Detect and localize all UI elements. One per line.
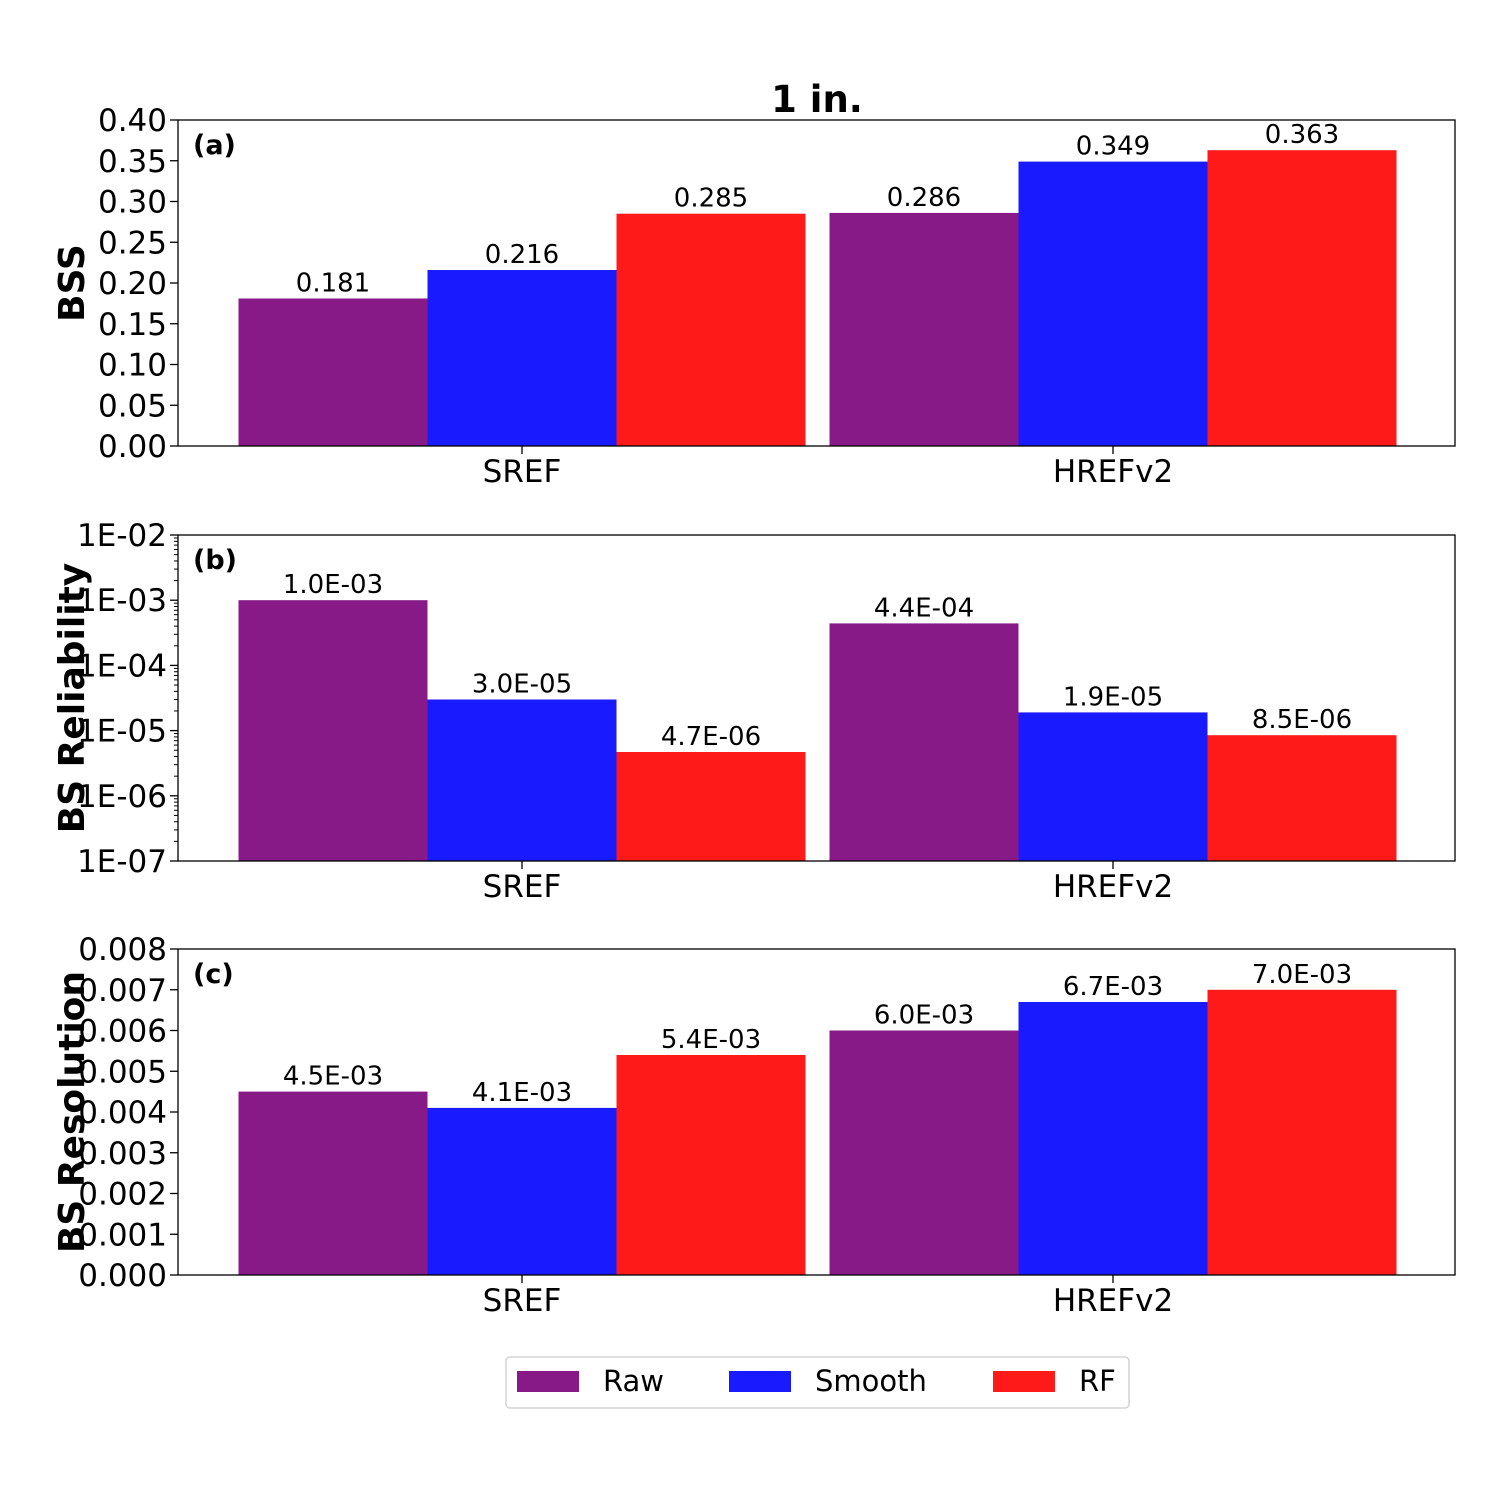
- y-tick-label: 0.40: [98, 103, 167, 139]
- data-label: 1.9E-05: [1063, 682, 1163, 712]
- y-tick-label: 1E-02: [77, 518, 167, 554]
- data-label: 0.349: [1076, 132, 1150, 162]
- y-tick-label: 1E-03: [77, 583, 167, 619]
- bar-smooth-hrefv2: [1018, 712, 1208, 861]
- y-tick-label: 0.001: [78, 1217, 167, 1253]
- y-tick-label: 1E-04: [77, 648, 167, 684]
- x-tick-label: HREFv2: [1053, 869, 1173, 905]
- data-label: 6.7E-03: [1063, 972, 1163, 1002]
- y-tick-label: 0.15: [98, 307, 167, 343]
- y-tick-label: 0.007: [78, 973, 167, 1009]
- y-tick-label: 0.002: [78, 1177, 167, 1213]
- data-label: 0.363: [1265, 120, 1339, 150]
- bar-smooth-hrefv2: [1018, 1002, 1208, 1275]
- x-tick-label: SREF: [483, 1283, 562, 1319]
- y-axis-label: BS Reliability: [52, 563, 93, 833]
- bar-rf-sref: [616, 752, 806, 861]
- x-tick-label: HREFv2: [1053, 1283, 1173, 1319]
- y-tick-label: 0.006: [78, 1014, 167, 1050]
- bar-rf-hrefv2: [1207, 150, 1397, 446]
- data-label: 4.7E-06: [661, 722, 761, 752]
- data-label: 3.0E-05: [472, 670, 572, 700]
- data-label: 1.0E-03: [283, 570, 383, 600]
- y-tick-label: 0.003: [78, 1136, 167, 1172]
- panel-label: (c): [193, 959, 234, 990]
- data-label: 7.0E-03: [1252, 960, 1352, 990]
- legend-swatch-rf: [993, 1371, 1055, 1392]
- bar-raw-hrefv2: [829, 623, 1019, 861]
- data-label: 0.181: [296, 269, 370, 299]
- panel-label: (b): [193, 545, 237, 576]
- y-tick-label: 0.00: [98, 429, 167, 465]
- legend-swatch-raw: [517, 1371, 579, 1392]
- y-tick-label: 0.30: [98, 185, 167, 221]
- y-tick-label: 0.10: [98, 348, 167, 384]
- data-label: 8.5E-06: [1252, 705, 1352, 735]
- bar-smooth-sref: [427, 270, 617, 446]
- chart-title: 1 in.: [771, 78, 863, 121]
- legend-swatch-smooth: [729, 1371, 791, 1392]
- bar-rf-hrefv2: [1207, 989, 1397, 1276]
- bar-raw-sref: [238, 600, 428, 861]
- data-label: 4.5E-03: [283, 1062, 383, 1092]
- bar-raw-sref: [238, 298, 428, 446]
- y-tick-label: 0.005: [78, 1054, 167, 1090]
- bar-smooth-hrefv2: [1018, 161, 1208, 446]
- data-label: 4.1E-03: [472, 1078, 572, 1108]
- y-tick-label: 0.35: [98, 144, 167, 180]
- bar-rf-sref: [616, 213, 806, 446]
- x-tick-label: HREFv2: [1053, 454, 1173, 490]
- y-axis-label: BSS: [52, 244, 93, 322]
- y-tick-label: 1E-06: [77, 779, 167, 815]
- y-axis-label: BS Resolution: [52, 971, 93, 1253]
- y-tick-label: 0.20: [98, 266, 167, 302]
- x-tick-label: SREF: [483, 869, 562, 905]
- y-tick-label: 1E-05: [77, 714, 167, 750]
- legend-label-raw: Raw: [603, 1364, 664, 1398]
- x-tick-label: SREF: [483, 454, 562, 490]
- bar-smooth-sref: [427, 699, 617, 861]
- data-label: 0.285: [674, 184, 748, 214]
- plot-frame: [177, 534, 1456, 862]
- y-tick-label: 0.004: [78, 1095, 167, 1131]
- legend-label-smooth: Smooth: [815, 1364, 927, 1398]
- bar-rf-hrefv2: [1207, 735, 1397, 861]
- y-tick-label: 1E-07: [77, 844, 167, 880]
- plot-frame: [177, 948, 1456, 1276]
- bar-smooth-sref: [427, 1107, 617, 1275]
- panel-label: (a): [193, 130, 236, 161]
- data-label: 5.4E-03: [661, 1025, 761, 1055]
- bar-raw-hrefv2: [829, 1030, 1019, 1275]
- legend-box: [505, 1356, 1130, 1409]
- plot-frame: [177, 119, 1456, 447]
- y-tick-label: 0.008: [78, 932, 167, 968]
- bar-rf-sref: [616, 1055, 806, 1275]
- bar-raw-sref: [238, 1091, 428, 1275]
- data-label: 4.4E-04: [874, 593, 974, 623]
- y-tick-label: 0.000: [78, 1258, 167, 1294]
- y-tick-label: 0.05: [98, 388, 167, 424]
- data-label: 0.286: [887, 183, 961, 213]
- y-tick-label: 0.25: [98, 225, 167, 261]
- data-label: 6.0E-03: [874, 1001, 974, 1031]
- bar-raw-hrefv2: [829, 212, 1019, 446]
- legend-label-rf: RF: [1079, 1364, 1116, 1398]
- data-label: 0.216: [485, 240, 559, 270]
